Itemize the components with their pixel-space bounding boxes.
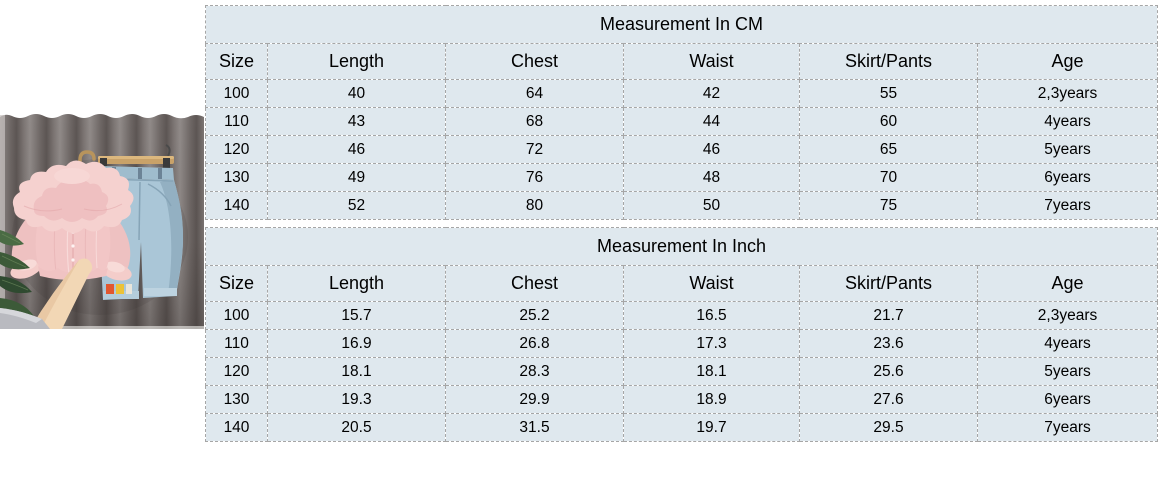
table-cell: 120 xyxy=(205,135,268,164)
product-photo xyxy=(0,112,204,329)
table-cell: 5years xyxy=(977,135,1158,164)
table-title: Measurement In Inch xyxy=(204,227,1159,266)
table-row: 110 43 68 44 60 4years xyxy=(205,107,1158,136)
table-cell: 2,3years xyxy=(976,301,1159,330)
table-cell: 46 xyxy=(267,135,446,164)
table-cell: 42 xyxy=(623,79,800,108)
table-row: 110 16.9 26.8 17.3 23.6 4years xyxy=(205,329,1159,358)
table-cell: 29.9 xyxy=(445,385,624,414)
table-cell: 27.6 xyxy=(799,385,978,414)
column-header: Size xyxy=(205,43,268,80)
table-cell: 43 xyxy=(267,107,446,136)
measurement-tables: Measurement In CM Size Length Chest Waist Ski… xyxy=(204,5,1159,442)
table-cell: 2,3years xyxy=(977,79,1158,108)
table-cell: 100 xyxy=(205,301,268,330)
table-cell: 29.5 xyxy=(799,413,978,442)
table-cell: 75 xyxy=(799,191,978,220)
table-row: 120 46 72 46 65 5years xyxy=(205,135,1158,164)
table-cell: 4years xyxy=(977,107,1158,136)
measurement-table-inch: Measurement In Inch Size Length Chest Waist S… xyxy=(204,227,1159,442)
table-cell: 52 xyxy=(267,191,446,220)
table-cell: 80 xyxy=(445,191,624,220)
table-header-row: Size Length Chest Waist Skirt/Pants Age xyxy=(205,43,1158,80)
table-row: 100 15.7 25.2 16.5 21.7 2,3years xyxy=(205,301,1159,330)
table-cell: 76 xyxy=(445,163,624,192)
table-cell: 25.2 xyxy=(445,301,624,330)
column-header: Skirt/Pants xyxy=(799,265,978,302)
table-cell: 64 xyxy=(445,79,624,108)
table-row: 120 18.1 28.3 18.1 25.6 5years xyxy=(205,357,1159,386)
table-cell: 28.3 xyxy=(445,357,624,386)
table-row: 130 49 76 48 70 6years xyxy=(205,163,1158,192)
table-cell: 15.7 xyxy=(267,301,446,330)
table-cell: 46 xyxy=(623,135,800,164)
reaching-arm xyxy=(0,258,93,329)
table-cell: 100 xyxy=(205,79,268,108)
table-cell: 60 xyxy=(799,107,978,136)
table-cell: 17.3 xyxy=(623,329,800,358)
table-cell: 6years xyxy=(977,163,1158,192)
column-header: Waist xyxy=(623,43,800,80)
table-cell: 20.5 xyxy=(267,413,446,442)
table-cell: 110 xyxy=(205,107,268,136)
column-header: Age xyxy=(977,43,1158,80)
table-cell: 4years xyxy=(976,329,1159,358)
table-row: 100 40 64 42 55 2,3years xyxy=(205,79,1158,108)
table-cell: 140 xyxy=(205,191,268,220)
table-cell: 49 xyxy=(267,163,446,192)
plant-leaves xyxy=(0,230,34,329)
table-cell: 19.3 xyxy=(267,385,446,414)
column-header: Chest xyxy=(445,265,624,302)
column-header: Waist xyxy=(623,265,800,302)
table-cell: 55 xyxy=(799,79,978,108)
table-row: 130 19.3 29.9 18.9 27.6 6years xyxy=(205,385,1159,414)
pink-blouse xyxy=(10,160,134,281)
table-cell: 5years xyxy=(976,357,1159,386)
table-cell: 110 xyxy=(205,329,268,358)
table-cell: 18.1 xyxy=(623,357,800,386)
table-cell: 130 xyxy=(205,385,268,414)
table-cell: 140 xyxy=(205,413,268,442)
table-cell: 7years xyxy=(977,191,1158,220)
column-header: Chest xyxy=(445,43,624,80)
table-cell: 26.8 xyxy=(445,329,624,358)
table-row: 140 20.5 31.5 19.7 29.5 7years xyxy=(205,413,1159,442)
table-cell: 23.6 xyxy=(799,329,978,358)
table-cell: 6years xyxy=(976,385,1159,414)
table-title-row: Measurement In Inch xyxy=(204,227,1159,266)
table-cell: 70 xyxy=(799,163,978,192)
table-cell: 19.7 xyxy=(623,413,800,442)
table-title: Measurement In CM xyxy=(205,5,1158,44)
table-cell: 48 xyxy=(623,163,800,192)
table-cell: 21.7 xyxy=(799,301,978,330)
table-cell: 120 xyxy=(205,357,268,386)
table-cell: 130 xyxy=(205,163,268,192)
table-cell: 50 xyxy=(623,191,800,220)
table-header-row: Size Length Chest Waist Skirt/Pants Age xyxy=(205,265,1159,302)
table-row: 140 52 80 50 75 7years xyxy=(205,191,1158,220)
column-header: Size xyxy=(205,265,268,302)
measurement-table-cm: Measurement In CM Size Length Chest Waist Ski… xyxy=(205,5,1158,220)
table-cell: 65 xyxy=(799,135,978,164)
column-header: Skirt/Pants xyxy=(799,43,978,80)
column-header: Length xyxy=(267,265,446,302)
table-cell: 68 xyxy=(445,107,624,136)
table-cell: 31.5 xyxy=(445,413,624,442)
table-cell: 25.6 xyxy=(799,357,978,386)
table-cell: 7years xyxy=(976,413,1159,442)
table-cell: 16.9 xyxy=(267,329,446,358)
table-cell: 72 xyxy=(445,135,624,164)
column-header: Age xyxy=(976,265,1159,302)
table-cell: 18.1 xyxy=(267,357,446,386)
table-cell: 18.9 xyxy=(623,385,800,414)
table-cell: 44 xyxy=(623,107,800,136)
table-title-row: Measurement In CM xyxy=(205,5,1158,44)
table-cell: 40 xyxy=(267,79,446,108)
jeans-patch xyxy=(106,284,132,294)
table-cell: 16.5 xyxy=(623,301,800,330)
column-header: Length xyxy=(267,43,446,80)
